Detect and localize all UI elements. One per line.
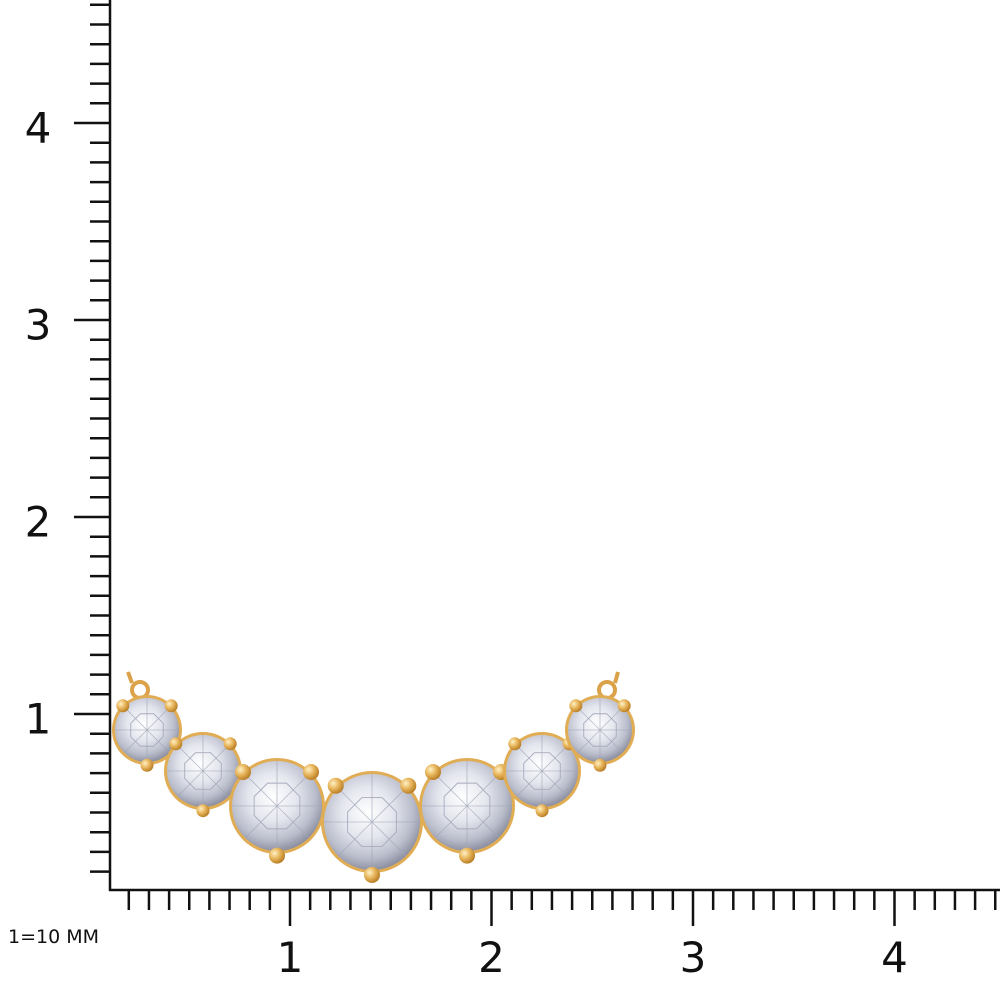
prong	[164, 699, 178, 713]
prong	[593, 758, 607, 772]
prong	[327, 777, 344, 794]
table-facet	[523, 752, 561, 790]
x-label: 4	[881, 933, 908, 982]
prong	[303, 763, 320, 780]
x-label: 3	[680, 933, 707, 982]
prong	[424, 763, 441, 780]
y-label: 4	[25, 104, 52, 153]
prong	[364, 866, 380, 883]
prong	[569, 699, 583, 713]
prong	[234, 763, 251, 780]
necklace	[112, 671, 635, 883]
loop-wire	[126, 671, 134, 684]
prong	[169, 737, 183, 751]
x-label: 1	[277, 933, 304, 982]
table-facet	[443, 782, 491, 830]
y-label: 3	[25, 301, 52, 350]
prong	[617, 699, 631, 713]
table-facet	[347, 797, 397, 847]
prong	[400, 777, 417, 794]
y-label: 1	[25, 695, 52, 744]
table-facet	[184, 752, 222, 790]
prong	[116, 699, 130, 713]
scale-label: 1=10 MM	[8, 926, 99, 948]
prong	[508, 737, 522, 751]
table-facet	[253, 782, 301, 830]
prong	[535, 804, 549, 818]
y-label: 2	[25, 498, 52, 547]
prong	[269, 847, 285, 864]
prong	[140, 758, 154, 772]
loop-wire	[613, 671, 620, 684]
prong	[459, 847, 475, 864]
table-facet	[130, 713, 164, 747]
prong	[223, 737, 237, 751]
prong	[196, 804, 210, 818]
x-label: 2	[478, 933, 505, 982]
ruler	[74, 0, 1000, 926]
table-facet	[583, 713, 617, 747]
